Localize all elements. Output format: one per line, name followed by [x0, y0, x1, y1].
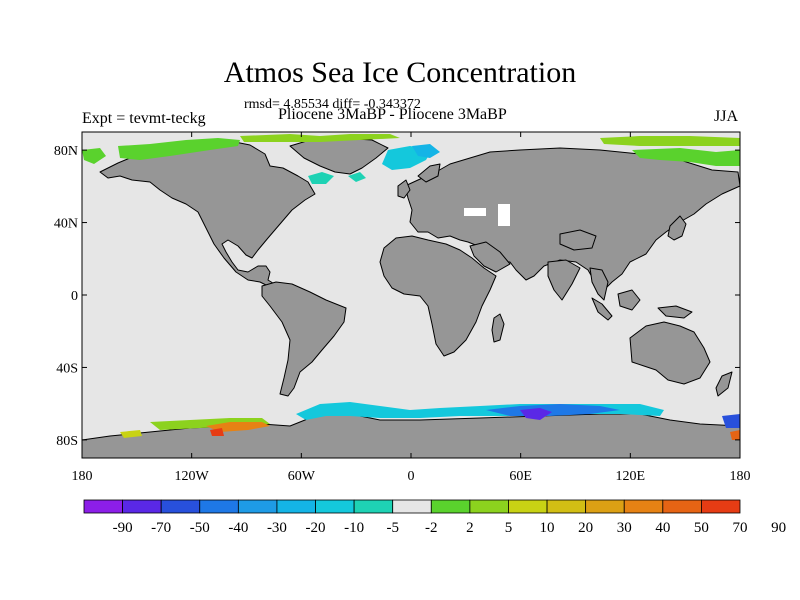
colorbar-label: -90 — [113, 520, 133, 536]
plot-title: Atmos Sea Ice Concentration — [223, 56, 577, 89]
ice-patch-east-antarctic-strong — [520, 408, 552, 420]
lat-tick-label: 80S — [56, 434, 78, 449]
colorbar-label: -20 — [306, 520, 326, 536]
himalaya-plateau-land — [559, 229, 597, 251]
latitude-axis: 80N 40N 0 40S 80S — [54, 144, 740, 449]
colorbar-swatch — [430, 499, 471, 514]
comparison-label: Pliocene 3MaBP - Pliocene 3MaBP — [278, 106, 507, 123]
lon-tick-label: 120E — [616, 469, 646, 484]
colorbar-swatch — [701, 499, 741, 514]
colorbar-swatch — [160, 499, 201, 514]
colorbar-swatch — [353, 499, 394, 514]
colorbar-swatch — [392, 499, 432, 514]
colorbar-swatch — [83, 499, 123, 514]
lat-tick-label: 0 — [71, 289, 78, 304]
colorbar-swatch — [199, 499, 239, 514]
colorbar-label: -5 — [386, 520, 399, 536]
colorbar-label: 50 — [694, 520, 709, 536]
new-zealand-land — [715, 371, 733, 397]
colorbar-swatch — [546, 499, 587, 514]
madagascar-land — [491, 313, 505, 343]
sumatra-land — [591, 297, 613, 321]
colorbar: -90 -70 -50 -40 -30 -20 -10 -5 -2 2 5 10 20 30 40 50 70 9… — [83, 499, 786, 536]
australia-land — [629, 321, 711, 385]
colorbar-label: -70 — [151, 520, 171, 536]
uk-land — [397, 179, 411, 199]
colorbar-label: 20 — [578, 520, 593, 536]
lon-tick-label: 60E — [509, 469, 532, 484]
ice-patch-labrador — [308, 172, 334, 184]
missing-data-block — [464, 208, 486, 216]
missing-data-block — [498, 204, 510, 226]
colorbar-label: 2 — [466, 520, 474, 536]
colorbar-swatch — [276, 499, 316, 514]
season-label: JJA — [714, 108, 739, 125]
japan-land — [667, 215, 687, 241]
ice-patch-bellingshausen-red — [210, 428, 224, 436]
colorbar-label: 90 — [771, 520, 786, 536]
colorbar-swatch — [122, 499, 162, 514]
sea-ice-difference-patches — [82, 134, 740, 440]
lon-tick-label: 180 — [72, 469, 93, 484]
ice-patch-arctic-east-siberia — [600, 136, 740, 146]
colorbar-label: -2 — [425, 520, 438, 536]
lon-tick-label: 60W — [288, 469, 316, 484]
experiment-label: Expt = tevmt-teckg — [82, 110, 206, 127]
ice-patch-barents — [412, 144, 440, 158]
ice-patch-indian-sector — [486, 404, 620, 416]
lat-tick-label: 40N — [54, 217, 78, 232]
ice-patch-arctic-beaufort — [82, 148, 106, 164]
colorbar-swatch — [237, 499, 278, 514]
lon-tick-label: 120W — [175, 469, 210, 484]
colorbar-swatch — [315, 499, 355, 514]
borneo-land — [617, 289, 641, 311]
missing-data-blocks — [464, 204, 510, 226]
ice-patch-amundsen-green — [150, 418, 270, 430]
colorbar-label: 5 — [505, 520, 513, 536]
colorbar-label: 30 — [617, 520, 632, 536]
lon-tick-label: 180 — [730, 469, 751, 484]
ice-patch-ross — [722, 414, 740, 428]
colorbar-label: -40 — [228, 520, 248, 536]
colorbar-swatch — [508, 499, 548, 514]
colorbar-label: 10 — [540, 520, 555, 536]
ice-patch-arctic-greenland-north — [240, 134, 400, 142]
colorbar-swatch — [585, 499, 625, 514]
colorbar-label: -50 — [190, 520, 210, 536]
lat-tick-label: 40S — [56, 361, 78, 376]
land-masses — [81, 137, 741, 459]
colorbar-swatch — [662, 499, 702, 514]
arabia-land — [469, 241, 511, 273]
ice-patch-arctic-siberia — [632, 148, 740, 166]
india-land — [547, 259, 581, 301]
ice-patch-hudson — [348, 172, 366, 182]
map-panel: 80N 40N 0 40S 80S 180 120W 60W 0 60E 120E 180 — [54, 131, 751, 484]
africa-land — [379, 235, 497, 357]
colorbar-swatch — [623, 499, 664, 514]
lon-tick-label: 0 — [408, 469, 415, 484]
north-america-land — [99, 139, 316, 289]
new-guinea-land — [657, 305, 693, 319]
south-america-land — [261, 281, 347, 397]
colorbar-label: 70 — [733, 520, 748, 536]
colorbar-label: -10 — [344, 520, 364, 536]
lat-tick-label: 80N — [54, 144, 78, 159]
rmsd-diff-stats: rmsd= 4.85534 diff= -0.343372 — [244, 97, 421, 112]
colorbar-label: -30 — [267, 520, 287, 536]
ice-patch-ross-orange — [730, 430, 740, 440]
ice-patch-arctic-canada — [118, 138, 240, 160]
colorbar-swatch — [469, 499, 509, 514]
longitude-axis: 180 120W 60W 0 60E 120E 180 — [72, 132, 751, 484]
ice-patch-pacific-green — [120, 430, 142, 438]
scandinavia-land — [417, 163, 441, 183]
southeast-asia-land — [589, 267, 609, 301]
colorbar-label: 40 — [655, 520, 670, 536]
